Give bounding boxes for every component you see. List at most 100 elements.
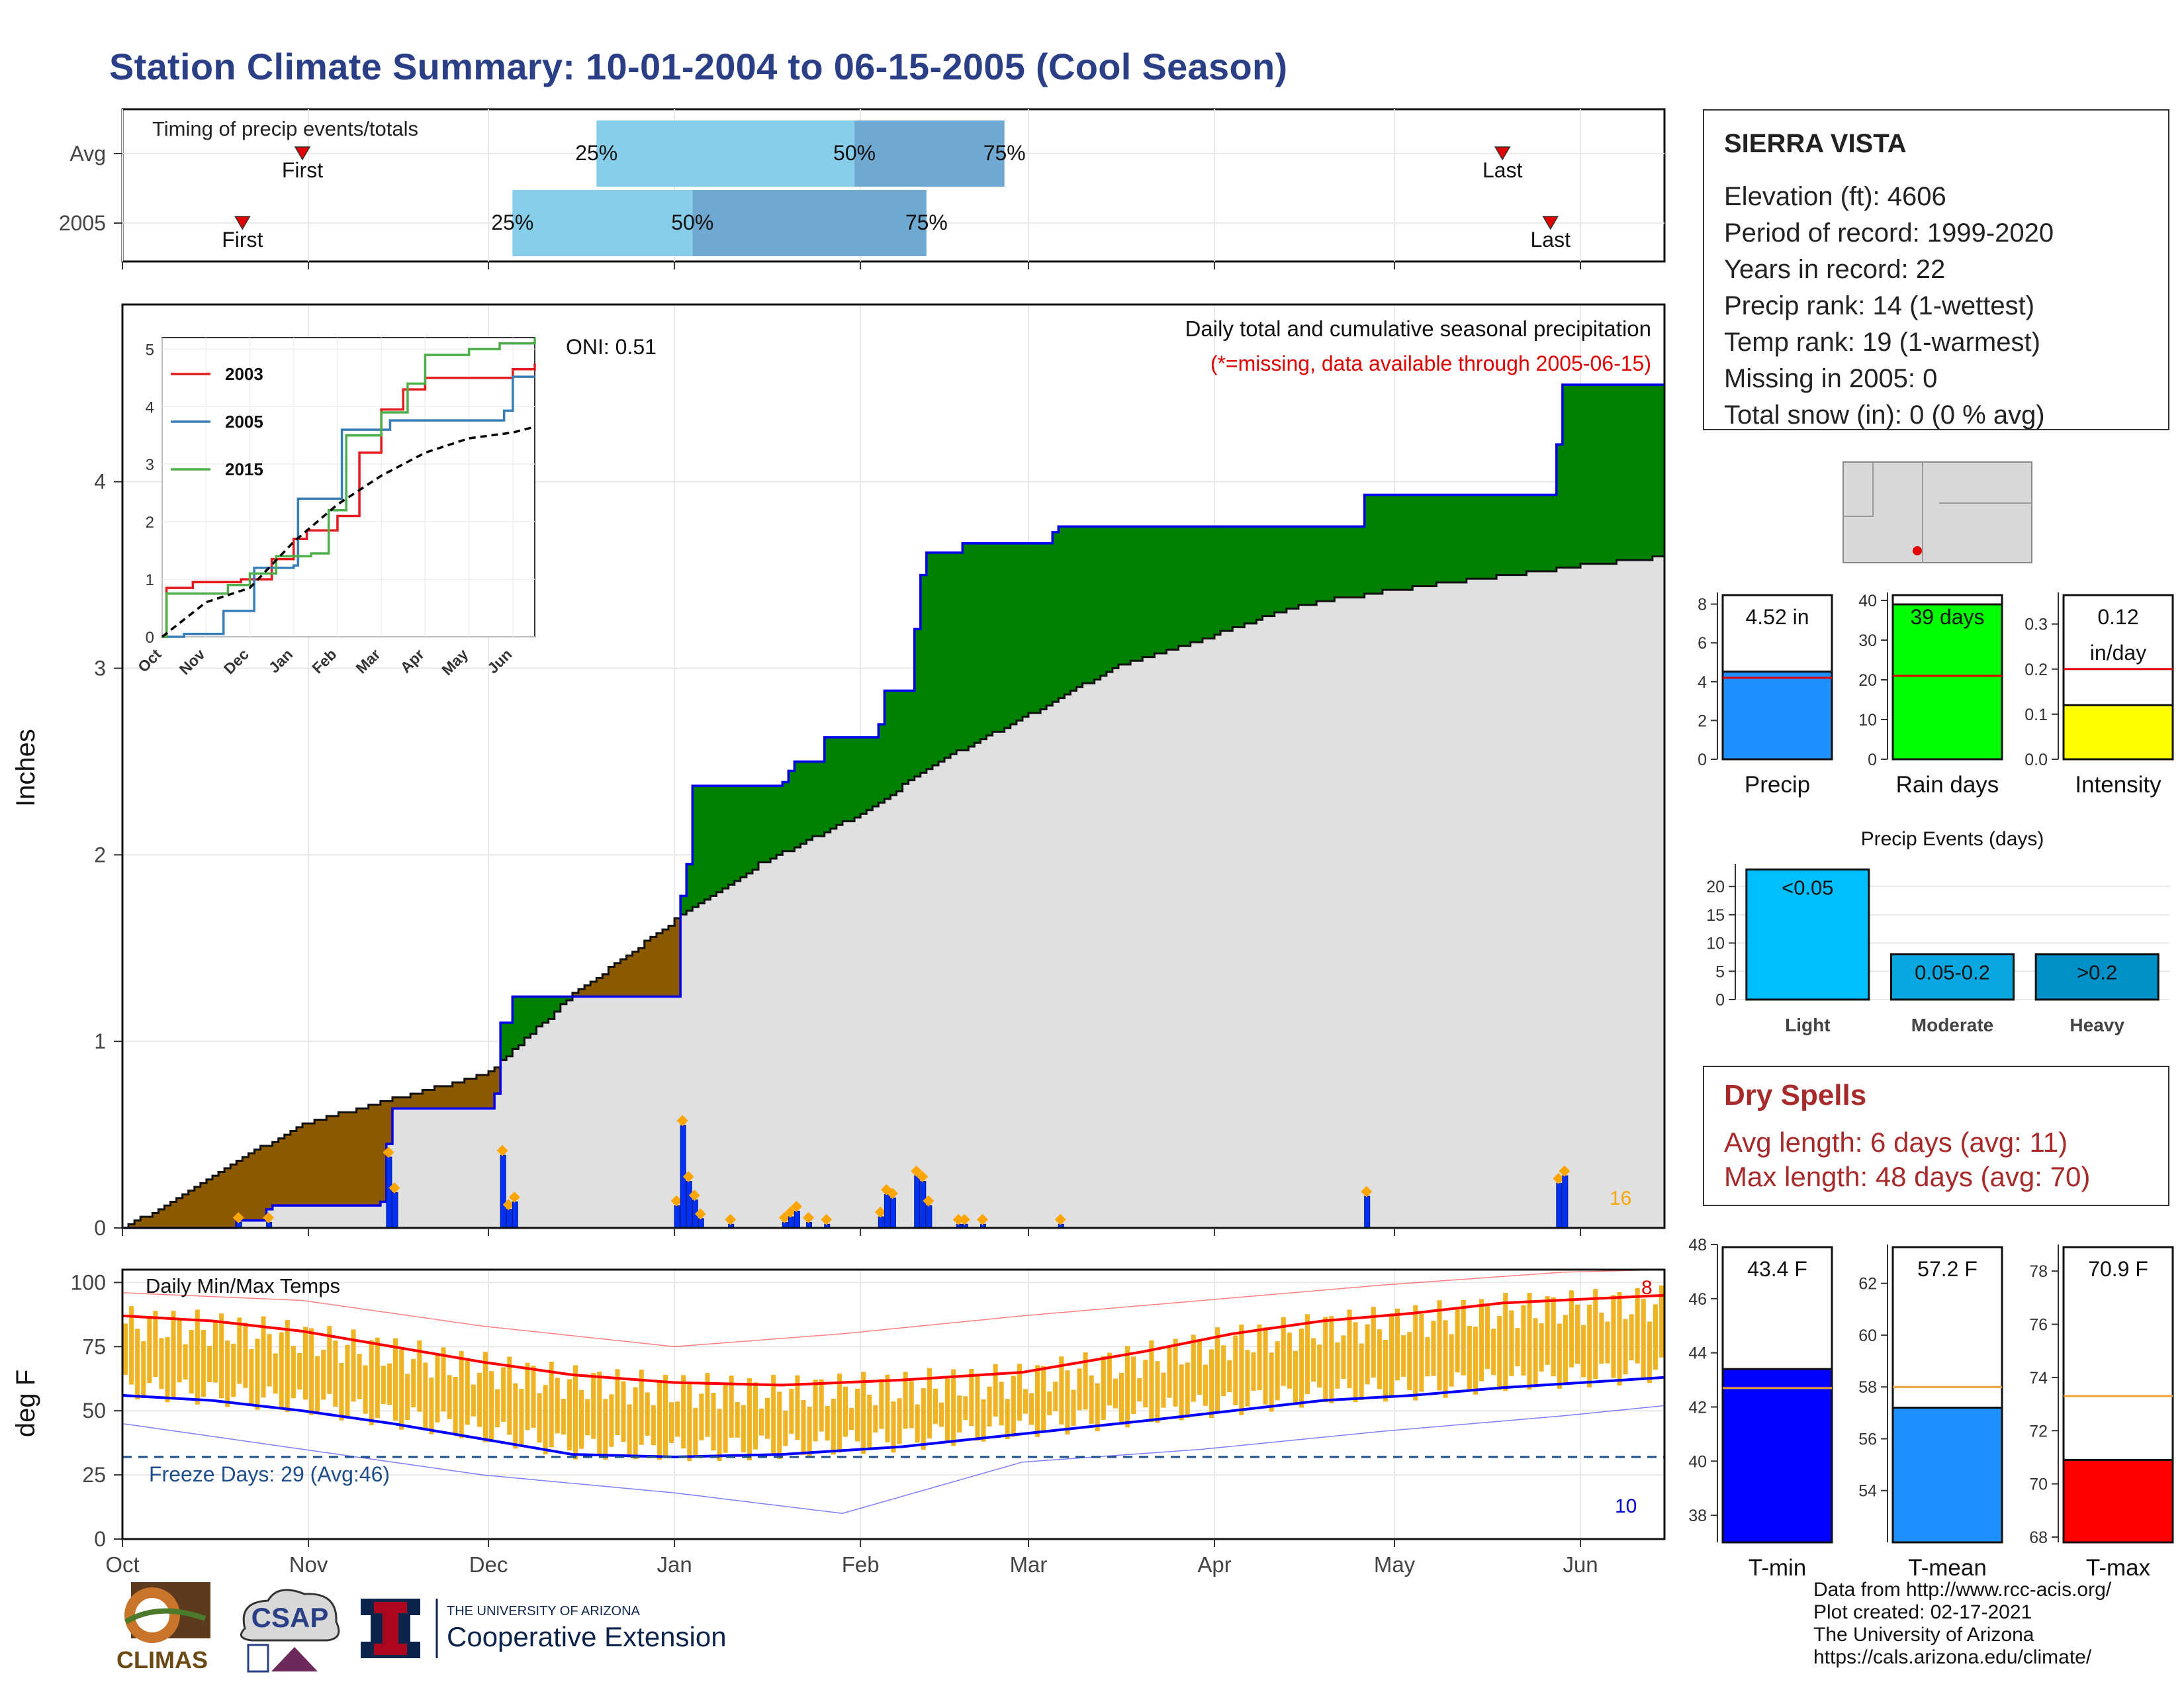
temp-x-tick-label: Dec (469, 1552, 508, 1577)
daily-temp-range-bar (267, 1334, 272, 1387)
daily-temp-range-bar (1071, 1389, 1076, 1426)
below-average-fill (626, 955, 633, 997)
below-average-fill (668, 925, 675, 997)
daily-temp-range-bar (1593, 1289, 1598, 1380)
daily-temp-range-bar (1113, 1378, 1118, 1409)
daily-temp-range-bar (243, 1322, 248, 1388)
summary-precip-bar (1721, 671, 1833, 761)
daily-temp-range-bar (1455, 1309, 1460, 1373)
daily-temp-range-bar (1298, 1329, 1304, 1408)
daily-temp-range-bar (1323, 1317, 1328, 1403)
precip-event-bar (1745, 868, 1870, 1001)
below-average-fill (476, 1074, 483, 1109)
above-average-fill (1256, 526, 1263, 620)
daily-temp-range-bar (1185, 1362, 1190, 1418)
daily-temp-range-bar (789, 1389, 794, 1434)
daily-temp-range-bar (1089, 1375, 1094, 1425)
daily-temp-range-bar (1431, 1321, 1436, 1376)
daily-temp-range-bar (153, 1311, 158, 1377)
daily-temp-range-bar (639, 1370, 644, 1445)
above-average-fill (1514, 494, 1522, 575)
timing-bar-q1 (596, 120, 855, 187)
above-average-fill (518, 996, 525, 1045)
below-average-fill (380, 1101, 387, 1202)
daily-temp-range-bar (1371, 1307, 1376, 1378)
daily-precip-marker (694, 1208, 706, 1220)
below-average-fill (140, 1217, 147, 1228)
daily-temp-range-bar (279, 1332, 284, 1410)
precip-event-bar (2034, 953, 2160, 1001)
above-average-fill (890, 690, 897, 796)
summary-temp-bar (2062, 1458, 2174, 1544)
daily-temp-range-bar (1203, 1364, 1208, 1406)
above-average-fill (1112, 526, 1119, 669)
temp-y-tick-label: 25 (82, 1463, 106, 1487)
below-average-fill (200, 1183, 207, 1228)
above-average-fill (1640, 385, 1647, 561)
above-average-fill (836, 737, 843, 825)
daily-temp-range-bar (591, 1373, 596, 1439)
daily-temp-range-bar (1179, 1364, 1184, 1421)
station-line: Years in record: 22 (1724, 255, 1946, 284)
daily-temp-range-bar (657, 1380, 662, 1460)
daily-temp-range-bar (681, 1375, 686, 1449)
page-title: Station Climate Summary: 10-01-2004 to 0… (109, 46, 1288, 87)
above-average-fill (818, 761, 825, 837)
below-average-fill (404, 1097, 411, 1109)
above-average-fill (1580, 385, 1587, 564)
above-average-fill (800, 761, 807, 844)
daily-temp-range-bar (819, 1379, 824, 1432)
daily-temp-range-bar (1335, 1342, 1340, 1389)
daily-temp-range-bar (711, 1393, 716, 1451)
daily-temp-range-bar (1233, 1335, 1238, 1405)
above-average-fill (1538, 494, 1545, 571)
precip-event-bar-label: >0.2 (2077, 961, 2117, 984)
inset-series-line (162, 338, 536, 638)
daily-temp-range-bar (981, 1399, 986, 1442)
daily-temp-range-bar (465, 1358, 470, 1425)
daily-precip-bar (1556, 1182, 1563, 1229)
daily-temp-range-bar (921, 1388, 926, 1450)
summary-precip-y-tick-label: 2 (1698, 712, 1707, 730)
daily-temp-range-bar (225, 1340, 230, 1407)
daily-temp-range-bar (123, 1323, 128, 1375)
above-average-fill (1070, 526, 1077, 691)
daily-temp-range-bar (435, 1354, 440, 1423)
daily-temp-range-bar (603, 1399, 608, 1460)
above-average-fill (1472, 494, 1479, 579)
daily-temp-range-bar (1305, 1314, 1310, 1394)
summary-precip-bar (1891, 603, 2003, 761)
daily-temp-range-bar (1347, 1309, 1352, 1388)
daily-temp-range-bar (495, 1389, 500, 1428)
daily-temp-range-bar (1221, 1345, 1226, 1396)
summary-temp-y-tick-label: 62 (1858, 1275, 1877, 1293)
daily-temp-range-bar (741, 1405, 746, 1453)
daily-temp-range-bar (975, 1374, 980, 1441)
above-average-fill (1268, 526, 1275, 616)
locator-map-borders (1843, 462, 2032, 563)
daily-temp-range-bar (1401, 1335, 1406, 1377)
daily-temp-range-bar (1059, 1356, 1064, 1425)
below-average-fill (194, 1187, 201, 1228)
above-average-fill (968, 543, 975, 747)
above-average-fill (560, 996, 567, 1004)
inset-y-tick-label: 4 (146, 399, 154, 416)
station-line: Missing in 2005: 0 (1724, 364, 1938, 393)
above-average-fill (860, 737, 867, 814)
precip-y-tick-label: 2 (94, 843, 106, 867)
daily-temp-range-bar (662, 1374, 668, 1458)
above-average-fill (1100, 526, 1107, 676)
daily-precip-marker (1559, 1165, 1570, 1177)
below-average-fill (614, 962, 621, 997)
inset-frame (161, 337, 535, 637)
precip-y-tick-label: 4 (94, 470, 106, 494)
above-average-fill (752, 786, 759, 870)
daily-temp-range-bar (873, 1405, 878, 1433)
daily-temp-range-bar (1311, 1338, 1316, 1382)
daily-temp-range-bar (1413, 1305, 1418, 1401)
summary-temp-y-tick-label: 54 (1858, 1482, 1877, 1501)
above-average-fill (728, 786, 735, 885)
below-average-fill (134, 1220, 141, 1228)
daily-precip-bar (926, 1205, 933, 1229)
daily-precip-marker (886, 1188, 898, 1199)
